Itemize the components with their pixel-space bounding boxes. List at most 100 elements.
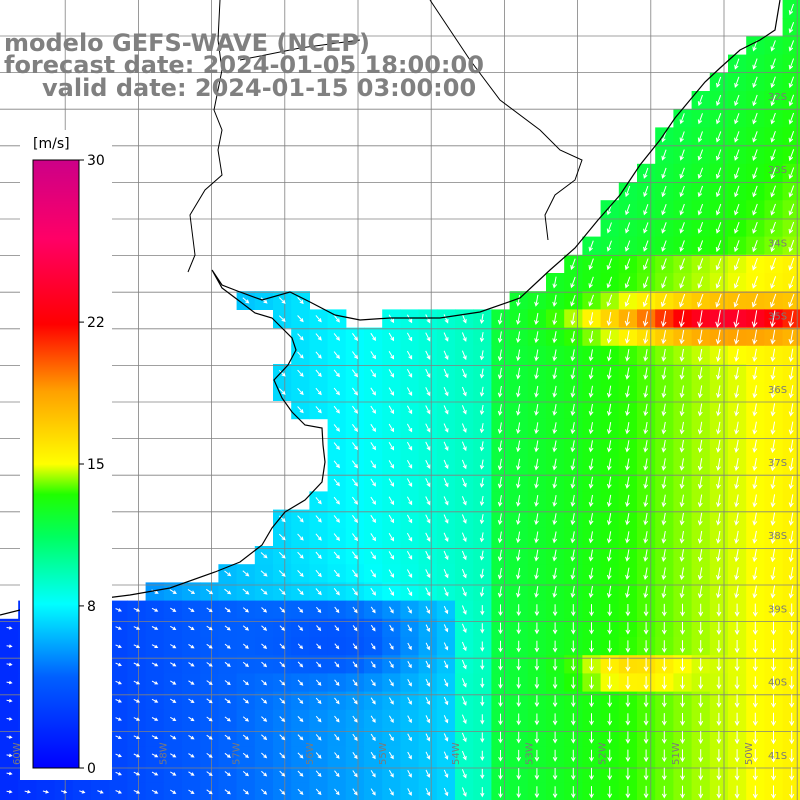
wind-arrow <box>752 240 758 253</box>
wind-arrow <box>188 662 195 667</box>
wind-arrow <box>461 750 467 761</box>
wind-arrow <box>370 387 376 396</box>
wind-arrow <box>716 694 722 708</box>
wind-arrow <box>261 789 268 795</box>
wind-arrow <box>770 494 776 508</box>
wind-arrow <box>278 369 286 377</box>
lat-label: 35S <box>768 312 787 323</box>
wind-arrow <box>443 550 449 561</box>
wind-arrow <box>151 771 159 776</box>
wind-arrow <box>534 567 539 580</box>
wind-arrow <box>42 790 50 794</box>
wind-arrow <box>278 315 286 323</box>
wind-arrow <box>388 332 395 342</box>
wind-arrow <box>679 240 685 252</box>
wind-arrow <box>625 494 630 508</box>
wind-arrow <box>260 552 268 559</box>
wind-arrow <box>642 294 649 308</box>
wind-arrow <box>261 607 268 613</box>
wind-arrow <box>206 734 213 740</box>
wind-arrow <box>497 349 503 362</box>
wind-arrow <box>552 640 558 653</box>
wind-arrow <box>770 457 776 472</box>
wind-arrow <box>315 752 322 759</box>
wind-arrow <box>698 640 704 654</box>
wind-arrow <box>625 349 630 362</box>
wind-arrow <box>698 694 704 708</box>
wind-arrow <box>625 622 631 635</box>
wind-arrow <box>788 329 794 345</box>
wind-arrow <box>734 221 740 234</box>
wind-arrow <box>425 587 431 597</box>
wind-arrow <box>534 476 539 489</box>
wind-arrow <box>370 606 376 614</box>
wind-arrow <box>661 549 667 562</box>
wind-arrow <box>680 676 685 690</box>
wind-arrow <box>661 258 667 271</box>
wind-arrow <box>570 403 576 417</box>
wind-arrow <box>788 76 795 89</box>
wind-arrow <box>224 570 232 577</box>
wind-arrow <box>497 567 503 580</box>
wind-arrow <box>698 749 704 763</box>
wind-arrow <box>733 293 740 308</box>
wind-arrow <box>625 440 630 453</box>
wind-arrow <box>643 585 649 599</box>
wind-arrow <box>661 222 667 234</box>
wind-arrow <box>643 385 649 399</box>
wind-arrow <box>788 40 795 52</box>
wind-arrow <box>661 131 667 143</box>
wind-arrow <box>170 680 177 685</box>
wind-arrow <box>679 476 685 490</box>
lon-label: 52W <box>598 742 609 765</box>
wind-arrow <box>734 476 740 490</box>
wind-arrow <box>406 423 413 433</box>
wind-arrow <box>643 676 649 690</box>
wind-arrow <box>734 712 740 727</box>
wind-arrow <box>406 514 413 524</box>
wind-arrow <box>334 661 340 668</box>
wind-arrow <box>625 567 630 580</box>
wind-arrow <box>407 679 412 687</box>
wind-arrow <box>242 570 250 577</box>
wind-arrow <box>789 603 795 617</box>
wind-arrow <box>480 787 485 798</box>
wind-arrow <box>279 697 286 704</box>
wind-arrow <box>552 312 558 326</box>
wind-arrow <box>606 458 612 471</box>
wind-arrow <box>606 403 612 417</box>
wind-arrow <box>680 640 685 654</box>
wind-arrow <box>297 296 304 305</box>
wind-arrow <box>625 403 630 417</box>
wind-arrow <box>133 698 141 703</box>
wind-arrow <box>388 532 395 542</box>
wind-arrow <box>679 203 685 216</box>
wind-arrow <box>643 421 649 435</box>
wind-arrow <box>589 695 594 708</box>
wind-arrow <box>315 333 322 341</box>
wind-arrow <box>697 258 704 271</box>
wind-arrow <box>352 661 358 668</box>
wind-arrow <box>370 569 376 578</box>
wind-arrow <box>188 789 195 794</box>
wind-arrow <box>461 568 467 579</box>
wind-arrow <box>297 570 304 577</box>
wind-arrow <box>407 624 412 632</box>
wind-arrow <box>606 330 612 344</box>
wind-arrow <box>334 752 340 759</box>
wind-arrow <box>552 294 558 307</box>
wind-arrow <box>206 716 213 722</box>
wind-arrow <box>261 679 268 686</box>
wind-arrow <box>351 351 359 360</box>
wind-arrow <box>552 586 558 598</box>
wind-arrow <box>297 643 304 650</box>
wind-arrow <box>715 185 722 198</box>
wind-arrow <box>661 349 667 362</box>
wind-arrow <box>479 459 485 470</box>
wind-arrow <box>752 731 758 745</box>
wind-arrow <box>680 622 685 635</box>
wind-arrow <box>6 644 13 648</box>
wind-arrow <box>316 661 322 668</box>
wind-arrow <box>297 661 304 668</box>
